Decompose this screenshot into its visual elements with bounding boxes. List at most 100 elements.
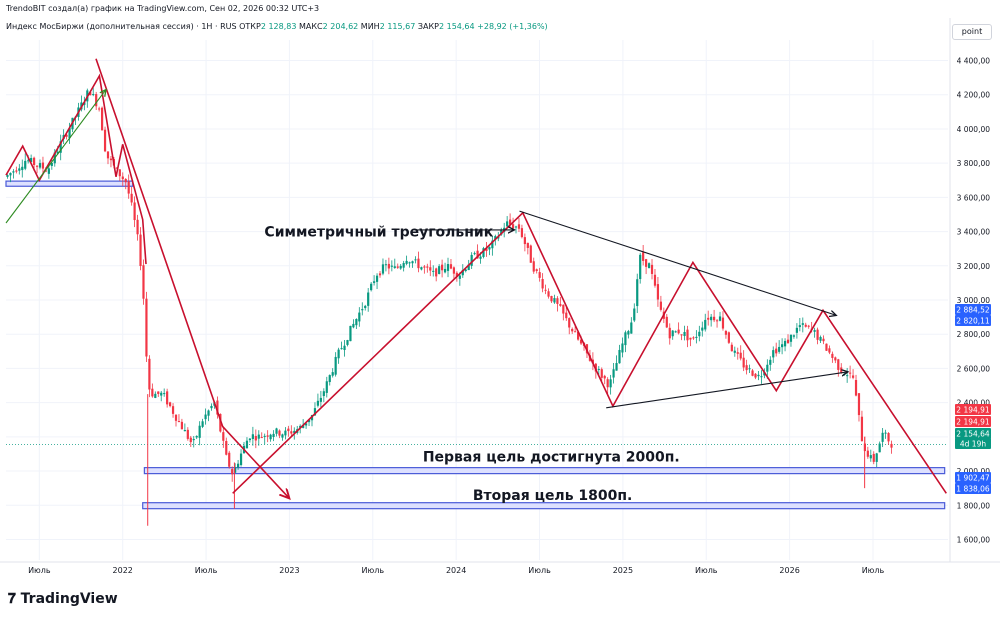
price-unit-button[interactable]: point [952, 24, 992, 40]
candle-body [606, 379, 609, 388]
candle-body [38, 163, 42, 168]
candle-body [192, 438, 195, 441]
candle-body [736, 352, 739, 354]
y-tick-label: 1 800,00 [957, 501, 991, 510]
candle-body [328, 375, 331, 383]
open-value: 2 128,83 [260, 22, 297, 31]
y-tick-label: 4 400,00 [957, 57, 991, 66]
candle-body [440, 264, 444, 271]
candle-body [118, 169, 121, 177]
pattern-line-red [95, 58, 289, 499]
candle-body [568, 318, 571, 328]
candle-body [281, 434, 284, 438]
candle-body [659, 301, 662, 310]
candle-body [680, 334, 683, 336]
candle-body [851, 375, 855, 378]
candle-body [577, 331, 580, 340]
candle-body [500, 230, 503, 235]
candle-body [287, 428, 290, 432]
candle-body [627, 331, 630, 335]
candle-body [769, 359, 772, 365]
candle-body [245, 440, 249, 449]
candle-body [322, 391, 325, 397]
candle-body [822, 338, 825, 342]
candle-body [293, 430, 296, 433]
candle-body [458, 275, 461, 279]
candle-body [177, 421, 181, 423]
candle-body [837, 359, 840, 370]
candle-body [766, 364, 769, 372]
candle-body [795, 327, 798, 333]
support-zone [5, 180, 134, 187]
price-badge-label: 2 820,11 [956, 317, 990, 326]
candle-body [721, 317, 725, 329]
candle-body [491, 240, 494, 249]
candle-body [257, 434, 260, 439]
candle-body [166, 391, 169, 405]
candle-body [801, 323, 804, 325]
candle-body [387, 263, 390, 269]
candle-body [473, 253, 476, 255]
price-badge [955, 416, 991, 427]
candle-body [302, 424, 305, 428]
candle-body [115, 167, 118, 169]
candle-body [781, 344, 784, 348]
candle-body [523, 237, 526, 245]
candle-body [565, 312, 568, 319]
price-badge [955, 472, 991, 483]
candle-body [420, 267, 423, 270]
candle-body [127, 181, 130, 194]
candle-body [239, 453, 243, 466]
candle-body [718, 316, 722, 321]
candle-body [479, 256, 482, 259]
candle-body [677, 329, 680, 334]
candle-body [234, 467, 237, 473]
candle-body [597, 368, 600, 370]
candle-body [189, 437, 192, 443]
candle-body [854, 379, 858, 396]
candle-body [30, 158, 33, 163]
candle-body [881, 432, 884, 442]
candle-body [514, 226, 518, 228]
candle-body [142, 265, 145, 299]
candle-body [538, 272, 541, 278]
candle-body [168, 402, 172, 407]
candle-body [375, 275, 379, 282]
candle-body [68, 128, 71, 139]
candle-body [266, 435, 269, 437]
candle-body [6, 175, 9, 177]
candle-body [254, 435, 257, 441]
candle-body [313, 408, 317, 416]
candle-body [174, 414, 178, 421]
price-badge-label: 1 838,06 [956, 485, 990, 494]
candle-body [704, 319, 707, 330]
candle-body [464, 269, 467, 272]
candle-body [511, 224, 515, 229]
symbol-name[interactable]: Индекс МосБиржи (дополнительная сессия) … [6, 22, 237, 31]
candle-body [260, 437, 263, 439]
candle-body [251, 434, 254, 439]
candle-body [228, 452, 231, 467]
chart-annotation: Первая цель достигнута 2000п. [423, 450, 680, 466]
candle-body [32, 157, 36, 166]
tradingview-logo-icon: 𝟕 [8, 591, 21, 607]
candle-body [411, 261, 414, 264]
tradingview-logo[interactable]: 𝟕 TradingView [8, 591, 118, 607]
price-badge [955, 438, 991, 449]
candle-body [399, 265, 402, 269]
candle-body [872, 453, 875, 462]
candle-body [452, 267, 456, 274]
candle-body [636, 279, 639, 307]
low-label: МИН [360, 22, 380, 31]
candle-body [461, 269, 464, 276]
pattern-line-red [5, 73, 147, 265]
candle-body [98, 108, 101, 110]
candle-body [204, 414, 207, 420]
high-label: МАКС [298, 22, 323, 31]
y-tick-label: 1 600,00 [957, 535, 991, 544]
candle-body [47, 168, 50, 174]
candle-body [825, 343, 828, 351]
candle-body [875, 453, 878, 462]
candle-body [325, 381, 328, 393]
